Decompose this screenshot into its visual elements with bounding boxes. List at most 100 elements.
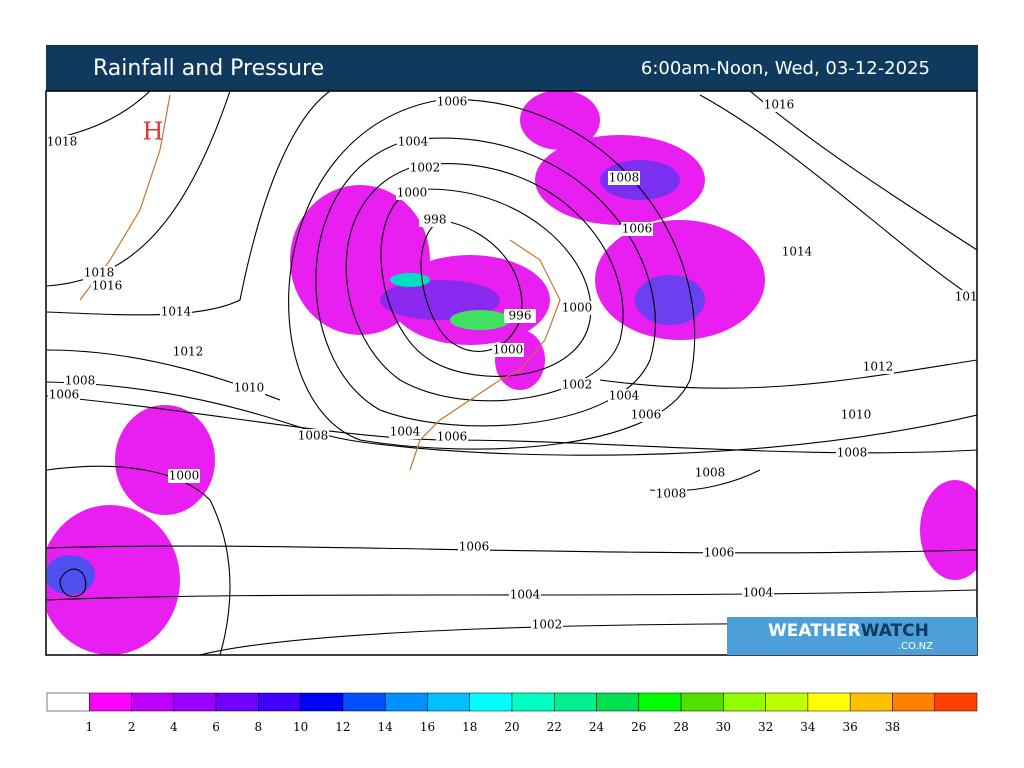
colorbar-swatch bbox=[723, 692, 766, 712]
isobar-label: 1006 bbox=[459, 540, 490, 554]
colorbar-label: 6 bbox=[212, 720, 220, 734]
isobar-label-bg bbox=[781, 245, 813, 259]
isobar-label-bg bbox=[840, 408, 872, 422]
isobar-label: 1016 bbox=[92, 279, 123, 293]
isobar-label: 1010 bbox=[234, 381, 265, 395]
colorbar-swatch bbox=[849, 692, 893, 712]
colorbar-swatch bbox=[215, 692, 259, 712]
isobar-label: 1012 bbox=[173, 345, 204, 359]
colorbar-swatch bbox=[89, 692, 132, 712]
header-bar bbox=[46, 45, 978, 91]
isobar-label-bg bbox=[763, 98, 795, 112]
logo-a: WEATHER bbox=[768, 621, 861, 641]
title: Rainfall and Pressure bbox=[93, 56, 324, 81]
isobar-label-bg bbox=[531, 618, 563, 632]
isobar-label: 1004 bbox=[743, 586, 774, 600]
colorbar-label: 4 bbox=[170, 720, 178, 734]
isobar-label: 1000 bbox=[493, 343, 524, 357]
isobar-label-bg bbox=[608, 171, 640, 185]
colorbar-swatch bbox=[46, 692, 90, 712]
isobar-label-bg bbox=[396, 186, 428, 200]
colorbar-swatch bbox=[258, 692, 301, 712]
isobar-label-bg bbox=[608, 389, 640, 403]
colorbar-swatch bbox=[892, 692, 935, 712]
isobar-label: 1002 bbox=[532, 618, 563, 632]
isobar-label: 1006 bbox=[622, 222, 653, 236]
isobar-label-bg bbox=[436, 430, 468, 444]
isobar-label-bg bbox=[954, 290, 977, 304]
colorbar-swatch bbox=[596, 692, 640, 712]
isobar-label: 1002 bbox=[410, 161, 441, 175]
isobar-label: 1006 bbox=[704, 546, 735, 560]
isobar-label-bg bbox=[561, 378, 593, 392]
isobar-label-bg bbox=[504, 309, 536, 323]
isobar-label-bg bbox=[409, 161, 441, 175]
isobar-label: 1008 bbox=[298, 429, 329, 443]
colorbar-swatch bbox=[511, 692, 555, 712]
isobar-label: 1018 bbox=[47, 135, 78, 149]
colorbar-label: 14 bbox=[378, 720, 394, 734]
isobar-label-bg bbox=[492, 343, 524, 357]
isobar-label-bg bbox=[655, 487, 687, 501]
isobar-label-bg bbox=[742, 586, 774, 600]
isobar-label-bg bbox=[47, 135, 78, 149]
colorbar-swatch bbox=[427, 692, 470, 712]
isobar-label: 1000 bbox=[397, 186, 428, 200]
isobar-label: 1008 bbox=[65, 374, 96, 388]
logo: WEATHERWATCH bbox=[768, 621, 929, 641]
isobar-label-bg bbox=[64, 374, 96, 388]
isobar-label: 1014 bbox=[782, 245, 813, 259]
colorbar-label: 12 bbox=[335, 720, 350, 734]
colorbar-swatch bbox=[300, 692, 344, 712]
colorbar-swatch bbox=[342, 692, 386, 712]
isobar-label: 1004 bbox=[390, 425, 421, 439]
colorbar-swatch bbox=[469, 692, 513, 712]
colorbar-label: 34 bbox=[800, 720, 816, 734]
isobar-label-bg bbox=[160, 305, 192, 319]
colorbar: 1 2 4 6 8 10 12 14 16 18 20 22 24 26 28 30 32 34 36 38 bbox=[46, 692, 978, 734]
isobar-label-bg bbox=[168, 469, 200, 483]
colorbar-label: 20 bbox=[504, 720, 519, 734]
isobar-label-bg bbox=[172, 345, 204, 359]
isobar-label: 1010 bbox=[841, 408, 872, 422]
isobar-label-bg bbox=[83, 266, 115, 280]
colorbar-label: 24 bbox=[589, 720, 605, 734]
colorbar-label: 22 bbox=[547, 720, 562, 734]
isobar-label-bg bbox=[48, 388, 80, 402]
colorbar-swatch bbox=[765, 692, 809, 712]
colorbar-label: 32 bbox=[758, 720, 773, 734]
colorbar-swatch bbox=[638, 692, 682, 712]
isobar-label: 1008 bbox=[837, 446, 868, 460]
isobar-label: 1006 bbox=[631, 408, 662, 422]
isobar-label-bg bbox=[91, 279, 123, 293]
isobar-label: 1006 bbox=[437, 430, 468, 444]
isobar-label: 998 bbox=[424, 213, 447, 227]
isobar-label: 1002 bbox=[562, 378, 593, 392]
colorbar-label: 36 bbox=[843, 720, 858, 734]
colorbar-label: 26 bbox=[631, 720, 646, 734]
isobar-label: 1014 bbox=[955, 290, 986, 304]
isobar-label-bg bbox=[509, 588, 541, 602]
isobar-label-bg bbox=[630, 408, 662, 422]
isobar-label: 1018 bbox=[84, 266, 115, 280]
colorbar-label: 10 bbox=[293, 720, 308, 734]
isobar-label: 1004 bbox=[398, 135, 429, 149]
isobar-label-bg bbox=[621, 222, 653, 236]
isobar-label: 1000 bbox=[562, 301, 593, 315]
isobar-label: 1006 bbox=[437, 95, 468, 109]
isobar-label: 1006 bbox=[49, 388, 80, 402]
high-marker: H bbox=[143, 118, 164, 146]
time: 6:00am-Noon, Wed, 03-12-2025 bbox=[641, 58, 930, 79]
isobar-label-bg bbox=[862, 360, 894, 374]
colorbar-swatch bbox=[384, 692, 428, 712]
isobar-label-bg bbox=[397, 135, 429, 149]
isobar-label-bg bbox=[703, 546, 735, 560]
isobar-label: 1012 bbox=[863, 360, 894, 374]
colorbar-label: 28 bbox=[673, 720, 688, 734]
isobar-label: 1004 bbox=[510, 588, 541, 602]
colorbar-label: 38 bbox=[885, 720, 900, 734]
colorbar-swatch bbox=[934, 692, 978, 712]
